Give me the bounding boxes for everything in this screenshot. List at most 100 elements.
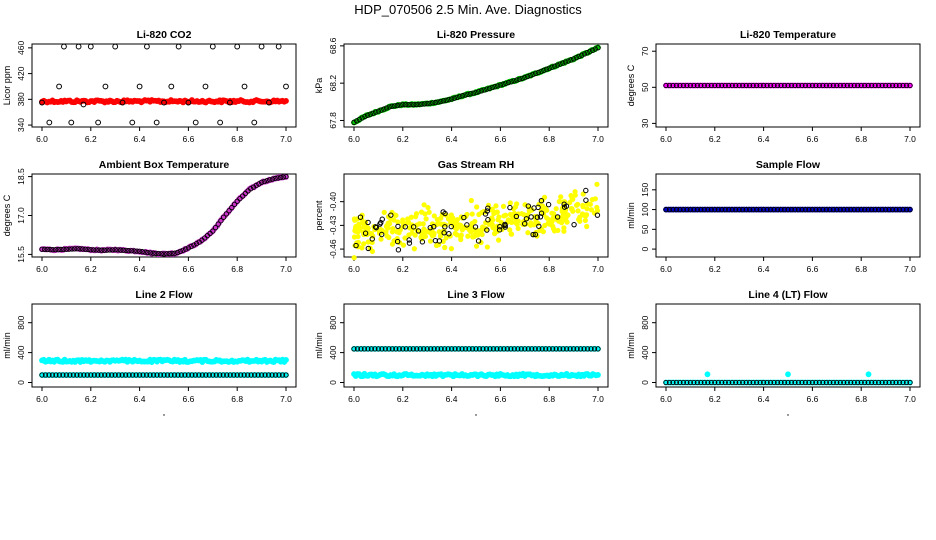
data-point [560, 60, 566, 66]
data-point [872, 206, 878, 213]
data-point [241, 372, 247, 378]
data-point [848, 206, 854, 213]
data-point [680, 82, 687, 89]
x-tick-label: 6.8 [543, 134, 555, 144]
data-point [719, 82, 725, 89]
data-point [427, 238, 434, 244]
data-point [497, 346, 504, 352]
data-point [882, 379, 889, 386]
data-point [448, 223, 454, 230]
data-point [458, 236, 464, 243]
data-point [419, 239, 426, 245]
data-point [365, 239, 371, 245]
data-point [361, 230, 367, 236]
y-tick-label: 400 [16, 345, 26, 359]
data-point [502, 224, 508, 230]
x-tick-label: 7.0 [280, 394, 292, 404]
data-point [747, 206, 753, 213]
data-point [185, 372, 192, 378]
data-point [813, 82, 819, 89]
data-point [543, 346, 549, 352]
data-point [508, 346, 514, 352]
data-point [112, 372, 118, 378]
data-point [438, 98, 444, 105]
data-point [834, 379, 840, 386]
data-point [729, 379, 735, 386]
data-point [454, 217, 461, 223]
data-point [539, 203, 546, 209]
data-point [561, 201, 567, 207]
data-point [522, 346, 528, 352]
data-point [504, 346, 511, 352]
data-point [365, 346, 371, 352]
data-point [361, 346, 368, 352]
data-point [275, 43, 282, 50]
data-point [80, 101, 87, 108]
data-point [545, 220, 551, 227]
data-point [423, 216, 429, 222]
data-point [212, 224, 219, 231]
y-tick-label: 800 [640, 315, 650, 329]
data-point [109, 372, 115, 378]
y-tick-label: 50 [640, 224, 650, 234]
data-point [785, 379, 791, 386]
x-tick-label: 6.4 [758, 264, 770, 274]
data-point [213, 372, 219, 378]
data-point [489, 84, 495, 91]
data-point [507, 211, 514, 218]
data-point [809, 206, 816, 213]
data-point [469, 346, 476, 352]
data-point [448, 96, 455, 102]
data-point [421, 346, 427, 352]
data-point [210, 228, 216, 234]
data-point [551, 63, 558, 69]
data-point [185, 245, 192, 251]
plot-frame [31, 43, 297, 128]
data-point [484, 244, 490, 250]
y-axis-label: ml/min [626, 202, 636, 229]
series-RH [351, 181, 601, 261]
data-point [567, 346, 573, 352]
x-tick-label: 6.2 [709, 134, 721, 144]
y-tick-label: 67.8 [328, 112, 338, 129]
data-point [680, 206, 687, 213]
data-point [182, 372, 188, 378]
data-point [522, 74, 528, 81]
series-pressure [351, 44, 601, 126]
data-point [816, 206, 823, 213]
data-point [575, 208, 581, 214]
data-point [554, 214, 561, 220]
data-point [379, 346, 385, 352]
data-point [248, 186, 254, 192]
data-point [502, 222, 508, 229]
data-point [75, 43, 82, 50]
data-point [760, 379, 767, 386]
data-point [446, 96, 452, 103]
data-point [813, 379, 819, 386]
data-point [900, 82, 906, 89]
data-point [722, 206, 728, 213]
data-point [39, 246, 45, 252]
y-tick-label: 100 [640, 202, 650, 216]
data-point [478, 88, 485, 94]
data-point [492, 84, 498, 90]
data-point [740, 206, 746, 213]
panel-6: Sample Flow ml/min 6.0 6.2 6.4 6.6 6.8 7.0 0 50 10… [626, 159, 921, 274]
data-point [872, 379, 878, 386]
data-point [458, 232, 464, 238]
data-point [816, 82, 823, 89]
data-point [418, 209, 425, 215]
data-point [171, 372, 178, 378]
data-point [677, 82, 683, 89]
data-point [827, 379, 833, 386]
data-point [473, 346, 479, 352]
data-point [476, 89, 482, 95]
data-point [841, 206, 847, 213]
data-point [767, 82, 774, 89]
data-point [562, 59, 569, 65]
data-point [90, 247, 97, 253]
data-point [435, 346, 441, 352]
data-point [903, 82, 910, 89]
x-tick-label: 7.0 [904, 394, 916, 404]
data-point [823, 379, 829, 386]
